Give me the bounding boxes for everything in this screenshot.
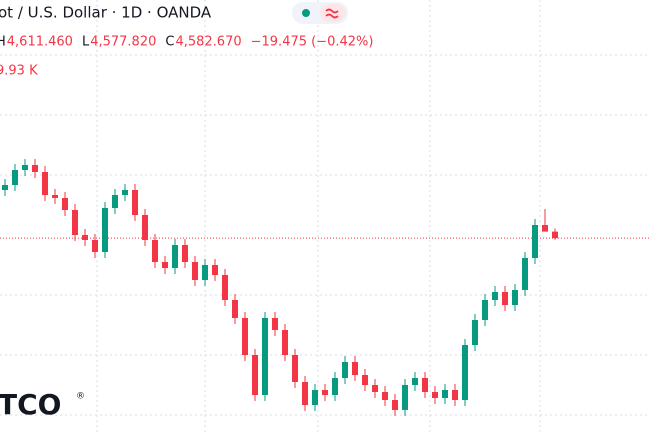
candle-body <box>372 385 378 392</box>
candle-body <box>222 275 228 300</box>
ohlc-key: H <box>0 35 6 50</box>
ohlc-key: C <box>165 35 174 50</box>
candle-body <box>402 385 408 410</box>
candle-body <box>72 210 78 235</box>
candle-body <box>92 240 98 252</box>
approx-icon <box>325 8 339 19</box>
candle-body <box>82 235 88 240</box>
candle-body <box>242 318 248 355</box>
candle-body <box>542 225 548 232</box>
candle-body <box>382 392 388 400</box>
candle-body <box>112 195 118 208</box>
candle-body <box>2 185 8 190</box>
candle-body <box>322 390 328 395</box>
candle-body <box>202 265 208 280</box>
volume-label: 9.93 K <box>0 64 38 79</box>
candle-body <box>142 215 148 240</box>
candle-body <box>532 225 538 258</box>
candle-body <box>492 292 498 300</box>
candle-body <box>312 390 318 405</box>
ohlc-value: 4,577.820 <box>90 35 156 50</box>
candle-body <box>232 300 238 318</box>
candle-body <box>62 198 68 210</box>
delay-pill <box>320 4 346 22</box>
candle-body <box>162 262 168 268</box>
candle-body <box>472 320 478 345</box>
candle-body <box>102 208 108 252</box>
candle-body <box>412 378 418 385</box>
ohlc-legend: H 4,611.460 L 4,577.820 C 4,582.670 −19.475 (−… <box>0 35 373 50</box>
candle-body <box>52 195 58 198</box>
candle-body <box>502 292 508 305</box>
candle-body <box>182 245 188 262</box>
watermark: TCO <box>0 388 61 421</box>
candle-body <box>152 240 158 262</box>
candle-body <box>292 355 298 382</box>
candle-body <box>132 190 138 215</box>
candle-body <box>272 318 278 330</box>
candle-body <box>262 318 268 395</box>
candle-body <box>342 362 348 378</box>
candle-body <box>422 378 428 392</box>
candle-body <box>392 400 398 410</box>
candle-body <box>282 330 288 355</box>
candle-body <box>252 355 258 395</box>
candle-body <box>22 165 28 170</box>
candle-body <box>212 265 218 275</box>
candle-body <box>32 165 38 172</box>
market-open-dot <box>302 9 310 17</box>
candle-body <box>302 382 308 405</box>
candle-body <box>352 362 358 375</box>
watermark-mark: ® <box>76 392 85 402</box>
candle-body <box>42 172 48 195</box>
candle-body <box>522 258 528 290</box>
ohlc-key: L <box>82 35 90 50</box>
ohlc-value: 4,582.670 <box>175 35 241 50</box>
candle-body <box>432 392 438 398</box>
candles <box>0 159 650 416</box>
candle-body <box>452 390 458 400</box>
candle-body <box>482 300 488 320</box>
candle-body <box>442 390 448 398</box>
candle-body <box>362 375 368 385</box>
candle-body <box>192 262 198 280</box>
candle-body <box>122 190 128 195</box>
candle-body <box>552 231 558 239</box>
candle-body <box>462 345 468 400</box>
status-icons <box>292 2 348 24</box>
candle-body <box>332 378 338 395</box>
symbol-title: ot / U.S. Dollar · 1D · OANDA <box>0 4 212 22</box>
candle-body <box>12 170 18 185</box>
candle-body <box>172 245 178 268</box>
ohlc-value: 4,611.460 <box>7 35 73 50</box>
change-label: −19.475 (−0.42%) <box>251 35 374 50</box>
candle-body <box>512 290 518 305</box>
